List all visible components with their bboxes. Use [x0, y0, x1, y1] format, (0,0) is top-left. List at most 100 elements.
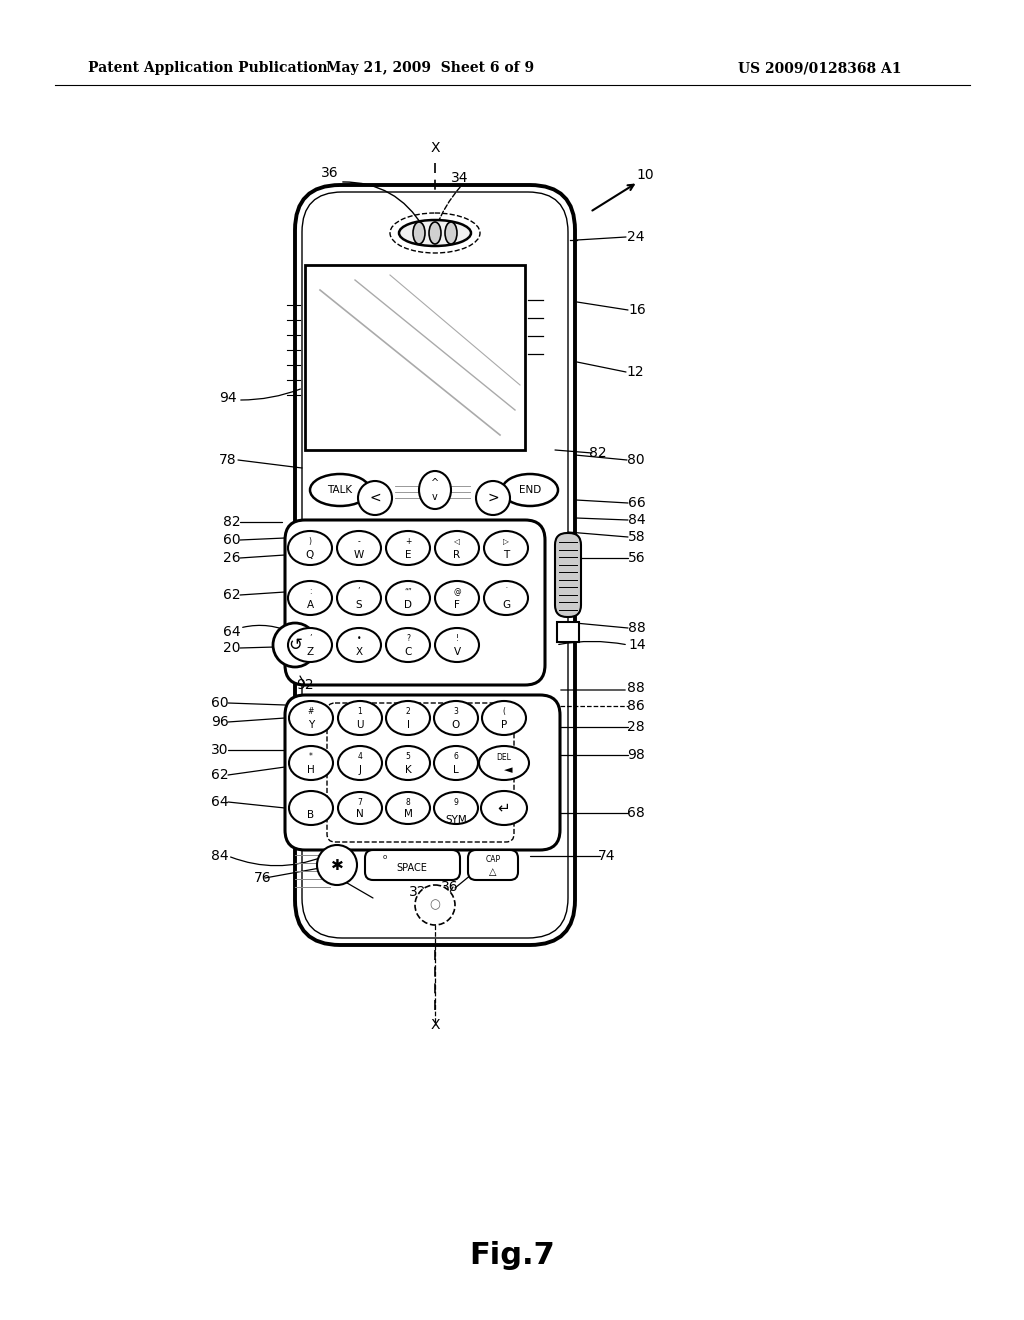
Text: >: > [487, 491, 499, 506]
Text: 76: 76 [254, 871, 271, 884]
Ellipse shape [289, 791, 333, 825]
Text: 64: 64 [211, 795, 228, 809]
Text: ↵: ↵ [498, 800, 510, 816]
Text: -: - [357, 537, 360, 546]
Text: 16: 16 [628, 304, 646, 317]
Ellipse shape [484, 531, 528, 565]
Ellipse shape [386, 581, 430, 615]
Text: T: T [503, 550, 509, 560]
Ellipse shape [288, 531, 332, 565]
Text: 14: 14 [628, 638, 646, 652]
Text: 1: 1 [357, 708, 362, 717]
Text: V: V [454, 647, 461, 657]
Ellipse shape [479, 746, 529, 780]
Bar [305, 265, 525, 450]
Text: 88: 88 [628, 620, 646, 635]
Text: A: A [306, 599, 313, 610]
Text: 66: 66 [628, 496, 646, 510]
Text: J: J [358, 764, 361, 775]
Text: May 21, 2009  Sheet 6 of 9: May 21, 2009 Sheet 6 of 9 [326, 61, 535, 75]
Text: 70: 70 [475, 863, 493, 876]
Text: H: H [307, 764, 314, 775]
Ellipse shape [419, 471, 451, 510]
Text: END: END [519, 484, 541, 495]
Text: 78: 78 [219, 453, 237, 467]
Text: ?: ? [406, 635, 410, 643]
Ellipse shape [434, 701, 478, 735]
Text: 12: 12 [627, 366, 644, 379]
FancyBboxPatch shape [285, 696, 560, 850]
Ellipse shape [435, 628, 479, 663]
Ellipse shape [338, 746, 382, 780]
Text: ◄: ◄ [504, 766, 512, 775]
Text: 10: 10 [636, 168, 653, 182]
Ellipse shape [310, 474, 370, 506]
Text: 5: 5 [406, 752, 411, 762]
Text: W: W [354, 550, 365, 560]
Text: Patent Application Publication: Patent Application Publication [88, 61, 328, 75]
Text: Z: Z [306, 647, 313, 657]
Text: 62: 62 [211, 768, 228, 781]
Text: ’: ’ [357, 587, 360, 597]
Text: △: △ [489, 867, 497, 876]
Ellipse shape [386, 701, 430, 735]
Text: U: U [356, 719, 364, 730]
Text: G: G [502, 599, 510, 610]
Circle shape [317, 845, 357, 884]
FancyBboxPatch shape [555, 533, 581, 616]
Text: •: • [356, 635, 361, 643]
Text: ’: ’ [309, 635, 311, 643]
Text: L: L [454, 764, 459, 775]
Text: 32: 32 [410, 884, 427, 899]
Ellipse shape [434, 792, 478, 824]
Ellipse shape [386, 531, 430, 565]
Ellipse shape [399, 220, 471, 246]
Text: +: + [404, 537, 412, 546]
Ellipse shape [337, 628, 381, 663]
Ellipse shape [289, 746, 333, 780]
Text: 28: 28 [627, 719, 645, 734]
Text: *: * [309, 752, 313, 762]
Text: 60: 60 [211, 696, 228, 710]
Text: X: X [430, 141, 439, 154]
Circle shape [476, 480, 510, 515]
Ellipse shape [386, 628, 430, 663]
Text: 2: 2 [406, 708, 411, 717]
Text: 6: 6 [454, 752, 459, 762]
Text: 8: 8 [406, 797, 411, 807]
Text: 26: 26 [223, 550, 241, 565]
Text: 94: 94 [219, 391, 237, 405]
Text: R: R [454, 550, 461, 560]
Text: SPACE: SPACE [396, 863, 427, 873]
Ellipse shape [386, 746, 430, 780]
Text: 96: 96 [211, 715, 229, 729]
Ellipse shape [482, 701, 526, 735]
Text: Q: Q [306, 550, 314, 560]
Text: Y: Y [308, 719, 314, 730]
Text: K: K [404, 764, 412, 775]
Bar [557, 622, 579, 642]
Text: E: E [404, 550, 412, 560]
Text: :: : [309, 587, 311, 597]
Ellipse shape [445, 222, 457, 244]
Ellipse shape [429, 222, 441, 244]
Text: 30: 30 [211, 743, 228, 756]
Ellipse shape [288, 581, 332, 615]
Text: 58: 58 [628, 531, 646, 544]
Text: DEL: DEL [497, 752, 511, 762]
Ellipse shape [288, 628, 332, 663]
Text: #: # [308, 708, 314, 717]
Ellipse shape [435, 531, 479, 565]
Text: Fig.7: Fig.7 [469, 1241, 555, 1270]
Ellipse shape [337, 581, 381, 615]
Text: v: v [432, 492, 438, 502]
Text: 62: 62 [223, 587, 241, 602]
FancyBboxPatch shape [295, 185, 575, 945]
Text: 34: 34 [452, 172, 469, 185]
Text: 68: 68 [627, 807, 645, 820]
Ellipse shape [484, 581, 528, 615]
Text: 4: 4 [357, 752, 362, 762]
Text: 36: 36 [322, 166, 339, 180]
Ellipse shape [338, 701, 382, 735]
Text: 80: 80 [627, 453, 645, 467]
